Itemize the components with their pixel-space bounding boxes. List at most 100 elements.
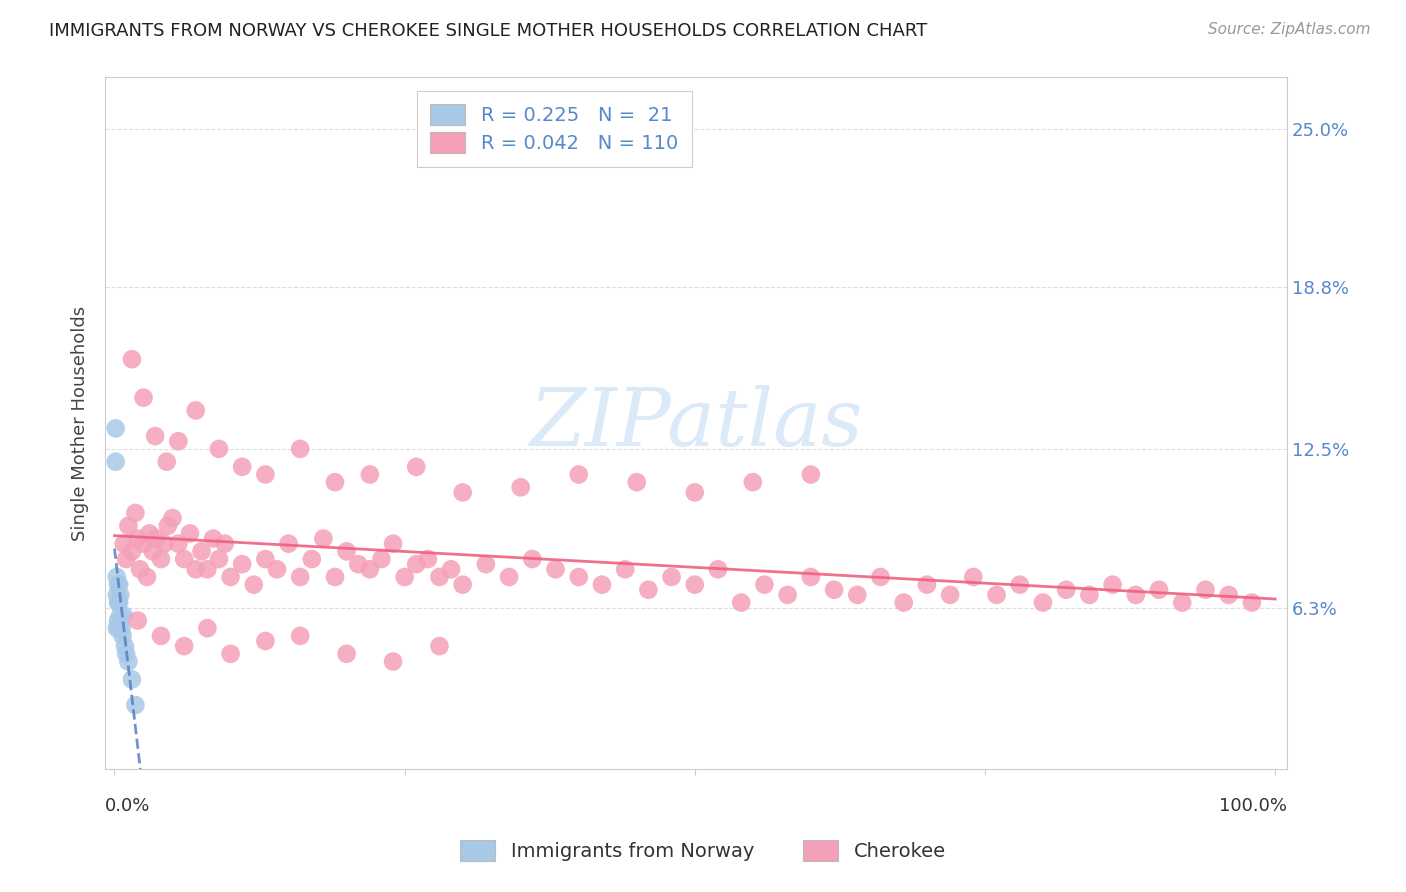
Point	[451, 577, 474, 591]
Point	[290, 442, 312, 456]
Point	[290, 629, 312, 643]
Point	[1125, 588, 1147, 602]
Point	[105, 570, 128, 584]
Point	[195, 621, 218, 635]
Point	[167, 536, 190, 550]
Point	[986, 588, 1008, 602]
Point	[202, 532, 225, 546]
Point	[323, 570, 346, 584]
Point	[105, 621, 128, 635]
Point	[108, 621, 131, 635]
Point	[1008, 577, 1031, 591]
Point	[1054, 582, 1077, 597]
Point	[800, 570, 823, 584]
Y-axis label: Single Mother Households: Single Mother Households	[72, 306, 89, 541]
Point	[301, 552, 323, 566]
Point	[156, 518, 179, 533]
Point	[143, 429, 166, 443]
Point	[1101, 577, 1123, 591]
Text: 100.0%: 100.0%	[1219, 797, 1286, 814]
Point	[114, 639, 136, 653]
Point	[242, 577, 264, 591]
Point	[429, 570, 451, 584]
Point	[195, 562, 218, 576]
Point	[104, 421, 127, 435]
Point	[893, 596, 915, 610]
Point	[336, 647, 359, 661]
Point	[394, 570, 416, 584]
Point	[707, 562, 730, 576]
Legend: R = 0.225   N =  21, R = 0.042   N = 110: R = 0.225 N = 21, R = 0.042 N = 110	[416, 91, 692, 167]
Point	[124, 698, 146, 712]
Point	[121, 673, 143, 687]
Point	[915, 577, 938, 591]
Point	[1032, 596, 1054, 610]
Point	[591, 577, 613, 591]
Point	[142, 544, 165, 558]
Point	[637, 582, 659, 597]
Point	[107, 614, 129, 628]
Point	[336, 544, 359, 558]
Point	[405, 557, 427, 571]
Point	[108, 596, 131, 610]
Point	[939, 588, 962, 602]
Point	[110, 621, 132, 635]
Point	[208, 442, 231, 456]
Point	[219, 570, 242, 584]
Point	[162, 511, 184, 525]
Point	[962, 570, 984, 584]
Point	[683, 485, 706, 500]
Point	[312, 532, 335, 546]
Point	[1240, 596, 1263, 610]
Point	[231, 459, 253, 474]
Point	[156, 455, 179, 469]
Point	[149, 629, 172, 643]
Point	[776, 588, 799, 602]
Point	[121, 544, 143, 558]
Point	[405, 459, 427, 474]
Point	[214, 536, 236, 550]
Point	[661, 570, 683, 584]
Point	[846, 588, 869, 602]
Point	[111, 629, 134, 643]
Point	[129, 562, 152, 576]
Point	[277, 536, 299, 550]
Point	[153, 536, 176, 550]
Point	[107, 577, 129, 591]
Point	[741, 475, 763, 490]
Point	[568, 570, 591, 584]
Point	[149, 552, 172, 566]
Point	[115, 552, 138, 566]
Point	[136, 570, 159, 584]
Point	[254, 634, 277, 648]
Point	[112, 536, 135, 550]
Point	[117, 518, 139, 533]
Point	[347, 557, 370, 571]
Point	[451, 485, 474, 500]
Point	[823, 582, 845, 597]
Point	[127, 614, 149, 628]
Legend: Immigrants from Norway, Cherokee: Immigrants from Norway, Cherokee	[453, 832, 953, 869]
Point	[440, 562, 463, 576]
Point	[167, 434, 190, 449]
Point	[184, 562, 207, 576]
Point	[359, 562, 381, 576]
Point	[132, 536, 155, 550]
Point	[110, 588, 132, 602]
Point	[683, 577, 706, 591]
Text: ZIPatlas: ZIPatlas	[529, 384, 863, 462]
Point	[132, 391, 155, 405]
Point	[1194, 582, 1216, 597]
Point	[754, 577, 776, 591]
Point	[1147, 582, 1170, 597]
Point	[1218, 588, 1240, 602]
Point	[173, 552, 195, 566]
Point	[184, 403, 207, 417]
Point	[254, 467, 277, 482]
Text: Source: ZipAtlas.com: Source: ZipAtlas.com	[1208, 22, 1371, 37]
Point	[127, 532, 149, 546]
Point	[544, 562, 567, 576]
Text: IMMIGRANTS FROM NORWAY VS CHEROKEE SINGLE MOTHER HOUSEHOLDS CORRELATION CHART: IMMIGRANTS FROM NORWAY VS CHEROKEE SINGL…	[49, 22, 928, 40]
Point	[117, 655, 139, 669]
Point	[138, 526, 160, 541]
